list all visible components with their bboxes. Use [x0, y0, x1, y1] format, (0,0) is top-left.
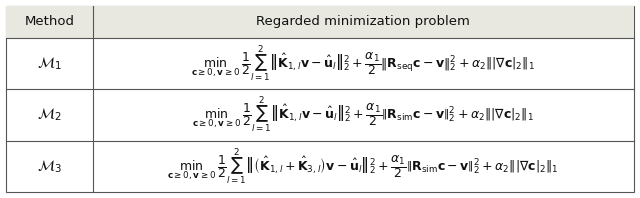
Text: $\underset{\mathbf{c}\geq 0,\mathbf{v}\geq 0}{\min}\,\dfrac{1}{2}\sum_{l=1}^{2}\: $\underset{\mathbf{c}\geq 0,\mathbf{v}\g… [192, 95, 534, 135]
Text: $\underset{\mathbf{c}\geq 0,\mathbf{v}\geq 0}{\min}\,\dfrac{1}{2}\sum_{l=1}^{2}\: $\underset{\mathbf{c}\geq 0,\mathbf{v}\g… [191, 43, 535, 84]
Bar [6, 6, 634, 38]
Text: $\underset{\mathbf{c}\geq 0,\mathbf{v}\geq 0}{\min}\,\dfrac{1}{2}\sum_{l=1}^{2}\: $\underset{\mathbf{c}\geq 0,\mathbf{v}\g… [168, 146, 559, 187]
Text: Method: Method [24, 15, 75, 28]
Text: $\mathcal{M}_3$: $\mathcal{M}_3$ [37, 158, 62, 175]
Text: Regarded minimization problem: Regarded minimization problem [256, 15, 470, 28]
Text: $\mathcal{M}_2$: $\mathcal{M}_2$ [37, 107, 62, 123]
Text: $\mathcal{M}_1$: $\mathcal{M}_1$ [37, 55, 62, 72]
